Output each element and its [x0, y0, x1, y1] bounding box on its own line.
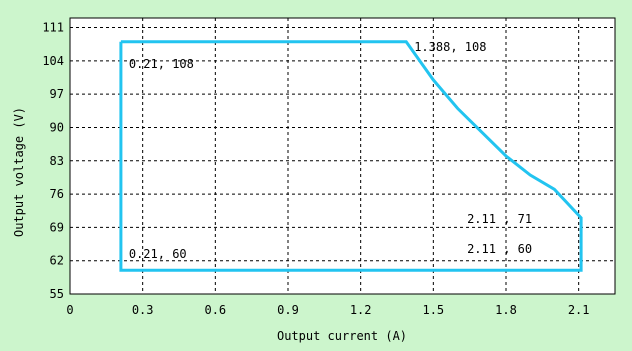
y-tick-label: 55: [50, 287, 64, 301]
y-tick-label: 62: [50, 254, 64, 268]
x-tick-label: 0: [66, 303, 73, 317]
y-axis-title: Output voltage (V): [12, 107, 26, 237]
x-axis-title: Output current (A): [277, 329, 407, 343]
tick-layer: 0 0.3 0.6 0.9 1.2 1.5 1.8 2.1 55 62 69 76 83 90 97 104 1…: [42, 21, 589, 317]
data-point-label: 0.21, 108: [129, 57, 194, 71]
y-tick-label: 69: [50, 220, 64, 234]
x-tick-label: 1.2: [350, 303, 372, 317]
series-layer: [119, 40, 583, 272]
x-tick-label: 2.1: [568, 303, 590, 317]
annotation-layer: 0.21, 108 1.388, 108 2.11 , 71 0.21, 60 2.11…: [129, 40, 532, 261]
data-point-label: 2.11 , 60: [467, 242, 532, 256]
y-tick-label: 104: [42, 54, 64, 68]
data-point-label: 0.21, 60: [129, 247, 187, 261]
data-point-label: 1.388, 108: [414, 40, 486, 54]
y-tick-label: 97: [50, 87, 64, 101]
data-point-label: 2.11 , 71: [467, 212, 532, 226]
x-tick-label: 0.6: [204, 303, 226, 317]
y-tick-label: 111: [42, 21, 64, 35]
series-line: [119, 40, 583, 272]
x-tick-label: 1.8: [495, 303, 517, 317]
y-tick-label: 90: [50, 120, 64, 134]
plot-area: [69, 17, 616, 295]
x-tick-label: 0.3: [132, 303, 154, 317]
x-tick-label: 0.9: [277, 303, 299, 317]
x-tick-label: 1.5: [422, 303, 444, 317]
y-tick-label: 83: [50, 154, 64, 168]
grid-layer: [70, 18, 615, 294]
y-tick-label: 76: [50, 187, 64, 201]
